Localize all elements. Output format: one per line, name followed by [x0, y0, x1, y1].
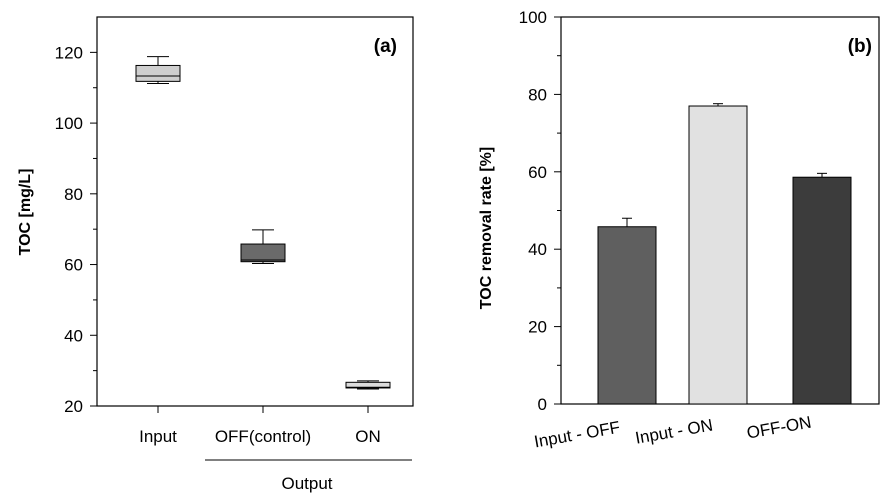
y-tick-label-80: 80: [528, 85, 547, 104]
panel-a-frame: [96, 16, 414, 407]
y-tick-label-20: 20: [528, 318, 547, 337]
x-category-label-0: Input: [139, 427, 177, 446]
panel-b-y-axis-title: TOC removal rate [%]: [478, 147, 495, 309]
y-tick-label-40: 40: [64, 326, 83, 345]
y-tick-label-20: 20: [64, 397, 83, 416]
y-tick-label-100: 100: [55, 114, 83, 133]
panel-a-y-axis: 20 40 60 80 100 120: [55, 43, 97, 416]
panel-b-label: (b): [848, 36, 872, 57]
y-tick-label-120: 120: [55, 43, 83, 62]
x-category-label-1: OFF(control): [215, 427, 311, 446]
panel-a-y-axis-title: TOC [mg/L]: [17, 169, 34, 256]
x-category-label-2: OFF-ON: [745, 413, 812, 443]
y-tick-label-80: 80: [64, 185, 83, 204]
bar-0: [597, 226, 657, 405]
box-2: [345, 381, 391, 389]
y-tick-label-0: 0: [538, 395, 547, 414]
y-tick-label-40: 40: [528, 240, 547, 259]
panel-a-label: (a): [374, 36, 397, 57]
panel-a-boxes: [135, 56, 391, 413]
y-tick-label-100: 100: [519, 8, 547, 27]
panel-a-x-labels: Input OFF(control) ON: [139, 427, 381, 446]
x-category-label-1: Input - ON: [634, 415, 715, 447]
box-1: [240, 243, 286, 263]
panel-b-y-axis: 0 20 40 60 80 100: [519, 8, 561, 414]
x-category-label-0: Input - OFF: [533, 418, 622, 452]
y-tick-label-60: 60: [64, 256, 83, 275]
box-0: [135, 64, 181, 82]
output-group-label: Output: [281, 474, 332, 493]
y-tick-label-60: 60: [528, 163, 547, 182]
x-category-label-2: ON: [355, 427, 381, 446]
panel-b: 0 20 40 60 80 100 (b) TOC removal rate [%] In…: [478, 8, 880, 452]
panel-a: 20 40 60 80 100 120 (a) TOC [mg/L] Input OFF(c…: [17, 16, 414, 493]
panel-b-bars: [597, 103, 852, 405]
panel-b-x-labels: Input - OFF Input - ON OFF-ON: [533, 413, 813, 452]
bar-2: [792, 176, 852, 405]
bar-1: [688, 105, 748, 405]
